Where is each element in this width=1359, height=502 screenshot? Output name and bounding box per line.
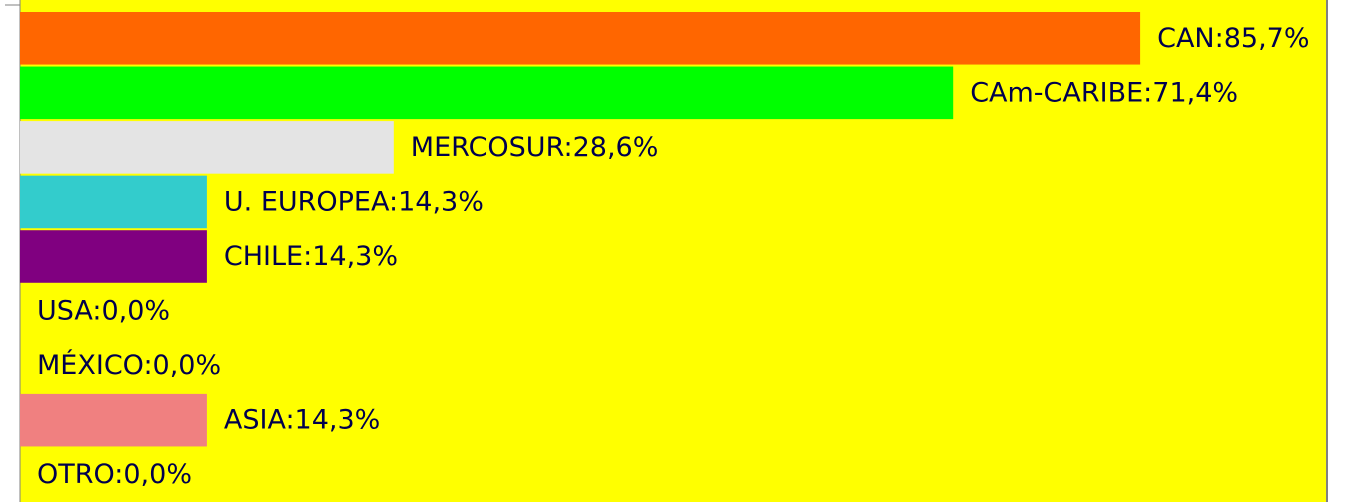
bar [20, 66, 954, 120]
bar [20, 175, 207, 229]
data-label: MÉXICO:0,0% [37, 349, 221, 381]
data-label: MERCOSUR:28,6% [411, 132, 659, 163]
bar [20, 230, 207, 283]
data-label: CHILE:14,3% [224, 241, 398, 272]
data-label: USA:0,0% [37, 296, 170, 327]
data-label: OTRO:0,0% [37, 459, 192, 490]
data-label: U. EUROPEA:14,3% [224, 186, 484, 217]
data-label: CAm-CARIBE:71,4% [970, 77, 1238, 108]
bar [20, 12, 1141, 65]
data-label: ASIA:14,3% [224, 405, 380, 436]
bar [20, 121, 394, 174]
bar [20, 393, 207, 447]
data-label: CAN:85,7% [1157, 23, 1309, 54]
